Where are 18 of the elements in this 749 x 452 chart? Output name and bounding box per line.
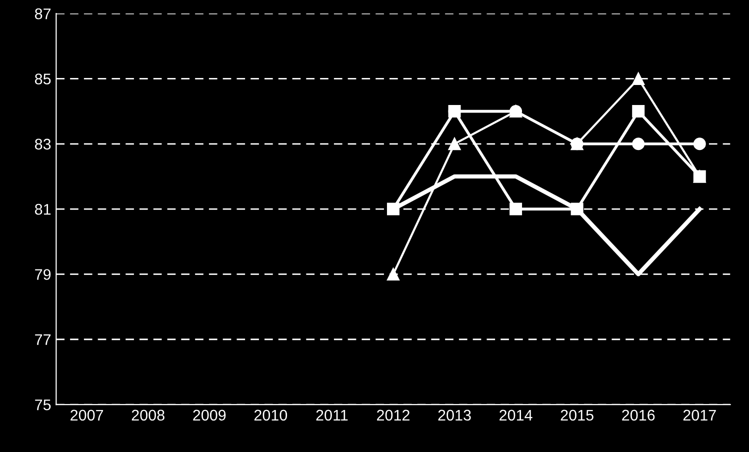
x-tick-label: 2014 bbox=[500, 410, 532, 421]
x-tick-label: 2015 bbox=[560, 410, 594, 421]
x-tick-label: 2013 bbox=[438, 410, 471, 421]
x-tick-label: 2008 bbox=[132, 410, 164, 421]
x-tick-label: 2007 bbox=[70, 410, 104, 421]
y-tick-label: 79 bbox=[35, 269, 51, 280]
x-tick-label: 2009 bbox=[193, 410, 226, 421]
x-tick-label: 2011 bbox=[316, 410, 348, 421]
x-tick-label: 2016 bbox=[622, 410, 655, 421]
y-tick-label: 75 bbox=[35, 400, 51, 410]
y-tick-label: 81 bbox=[34, 204, 51, 215]
y-tick-label: 85 bbox=[34, 74, 51, 84]
y-tick-label: 83 bbox=[34, 138, 51, 150]
x-tick-label: 2012 bbox=[377, 410, 410, 421]
x-tick-label: 2017 bbox=[683, 410, 716, 421]
x-tick-label: 2010 bbox=[254, 410, 288, 421]
y-tick-label: 87 bbox=[34, 8, 51, 20]
y-tick-label: 77 bbox=[35, 334, 51, 345]
